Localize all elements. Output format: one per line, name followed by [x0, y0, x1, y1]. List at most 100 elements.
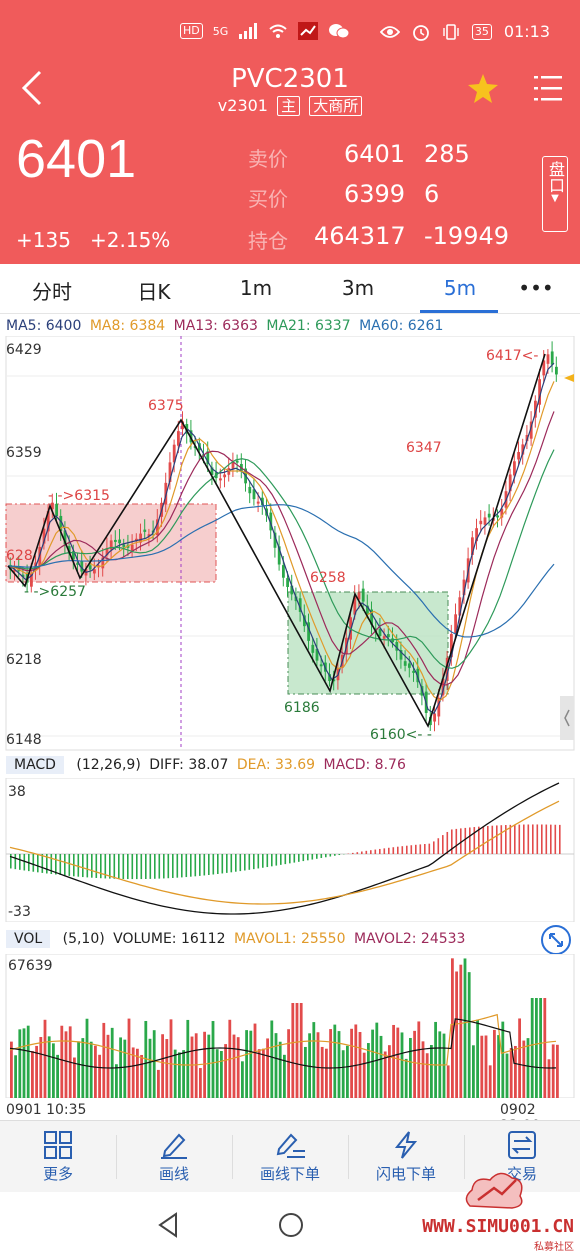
- volume-bar: [367, 1043, 370, 1098]
- macd-bar: [208, 854, 210, 875]
- macd-bar: [95, 854, 98, 878]
- tab-1m[interactable]: 1m: [239, 276, 273, 300]
- nav-draw-order[interactable]: 画线下单: [240, 1131, 340, 1184]
- candle-body: [458, 597, 462, 616]
- nav-more[interactable]: 更多: [8, 1131, 108, 1184]
- alarm-icon: [412, 24, 429, 41]
- candle-body: [500, 508, 504, 518]
- macd-bar: [14, 854, 17, 870]
- volume-bar: [194, 1033, 198, 1098]
- macd-bar: [559, 824, 561, 854]
- macd-bar: [532, 824, 534, 854]
- volume-bar: [236, 1037, 240, 1098]
- ma-legend: MA5: 6400 MA8: 6384 MA13: 6363 MA21: 633…: [6, 318, 443, 334]
- volume-bar: [173, 1049, 177, 1098]
- macd-bar: [122, 854, 125, 879]
- volume-bar: [152, 1030, 156, 1098]
- volume-bar: [341, 1050, 345, 1098]
- battery-indicator: 35: [471, 23, 492, 40]
- macd-bar: [320, 854, 323, 859]
- volume-bar: [140, 1054, 143, 1098]
- volume-bar: [467, 972, 471, 1098]
- lightning-icon: [394, 1131, 418, 1159]
- macd-bar: [127, 854, 129, 880]
- draw-order-icon: [276, 1133, 305, 1158]
- pankou-button[interactable]: 盘口 ▼: [542, 156, 568, 232]
- vol-mavol1: MAVOL1: 25550: [233, 931, 346, 947]
- macd-bar: [235, 854, 237, 872]
- macd-bar: [59, 854, 62, 876]
- favorite-star-icon[interactable]: [466, 72, 500, 106]
- nav-draw[interactable]: 画线: [124, 1131, 224, 1184]
- tab-5m[interactable]: 5m: [443, 276, 477, 300]
- candle-body: [42, 528, 46, 544]
- macd-bar: [167, 854, 170, 879]
- vol-label[interactable]: VOL: [6, 930, 51, 948]
- macd-bar: [104, 854, 107, 879]
- volume-bar: [325, 1048, 328, 1098]
- candle-body: [521, 444, 525, 455]
- macd-label[interactable]: MACD: [6, 756, 64, 774]
- app-notify-icon: [298, 22, 319, 40]
- macd-bar: [307, 854, 309, 861]
- volume-bar: [207, 1034, 211, 1098]
- macd-value: MACD: 8.76: [323, 757, 406, 773]
- volume-bar: [522, 1040, 526, 1098]
- macd-bar: [46, 854, 48, 874]
- candle-body: [441, 678, 445, 696]
- volume-bar: [417, 1021, 421, 1098]
- volume-bar: [35, 1045, 38, 1098]
- candle-body: [21, 574, 25, 578]
- volume-bar: [312, 1022, 316, 1098]
- volume-bar: [186, 1019, 190, 1098]
- tab-3m[interactable]: 3m: [341, 276, 375, 300]
- candle-body: [445, 657, 449, 681]
- candle-body: [403, 661, 407, 666]
- tab-daily[interactable]: 日K: [137, 280, 171, 304]
- menu-icon[interactable]: [532, 72, 564, 104]
- volume-bar: [333, 1024, 337, 1098]
- volume-bar: [81, 1038, 85, 1098]
- main-tag: 主: [277, 96, 301, 116]
- volume-bar: [287, 1029, 290, 1098]
- volume-bar: [404, 1058, 408, 1098]
- back-triangle-icon[interactable]: [156, 1212, 180, 1238]
- volume-bar: [350, 1028, 353, 1098]
- candle-body: [496, 515, 499, 518]
- macd-bar: [446, 831, 449, 854]
- macd-bar: [541, 824, 543, 854]
- macd-bar: [455, 828, 458, 854]
- volume-bar: [278, 1041, 282, 1098]
- macd-bar: [77, 854, 80, 877]
- home-circle-icon[interactable]: [278, 1212, 304, 1238]
- candle-body: [122, 544, 126, 547]
- candle-body: [93, 569, 96, 574]
- volume-bar: [509, 1048, 513, 1098]
- nav-flash-order[interactable]: 闪电下单: [356, 1131, 456, 1184]
- tab-timeshare[interactable]: 分时: [32, 280, 72, 304]
- candle-body: [189, 430, 193, 443]
- ma13-value: MA13: 6363: [173, 318, 258, 334]
- annotation-box1-top: - ->6315: [48, 488, 110, 504]
- back-icon[interactable]: [14, 68, 54, 108]
- candle-body: [248, 486, 252, 494]
- candle-body: [210, 467, 214, 476]
- more-tabs-icon[interactable]: •••: [518, 276, 554, 300]
- price-change: +135: [16, 228, 71, 252]
- macd-bar: [550, 824, 552, 854]
- kline-chart[interactable]: [0, 336, 580, 752]
- candle-body: [13, 569, 16, 572]
- volume-bar: [47, 1036, 51, 1098]
- volume-bar: [409, 1037, 412, 1098]
- candle-body: [538, 379, 541, 405]
- expand-icon[interactable]: [540, 924, 572, 956]
- candle-body: [55, 503, 58, 517]
- candle-body: [168, 462, 172, 483]
- candle-body: [319, 664, 323, 667]
- macd-bar: [136, 854, 138, 880]
- macd-bar: [221, 854, 224, 874]
- volume-bar: [446, 1065, 450, 1098]
- macd-bar: [536, 824, 539, 854]
- volume-bar: [484, 1035, 488, 1098]
- volume-bar: [379, 1035, 383, 1098]
